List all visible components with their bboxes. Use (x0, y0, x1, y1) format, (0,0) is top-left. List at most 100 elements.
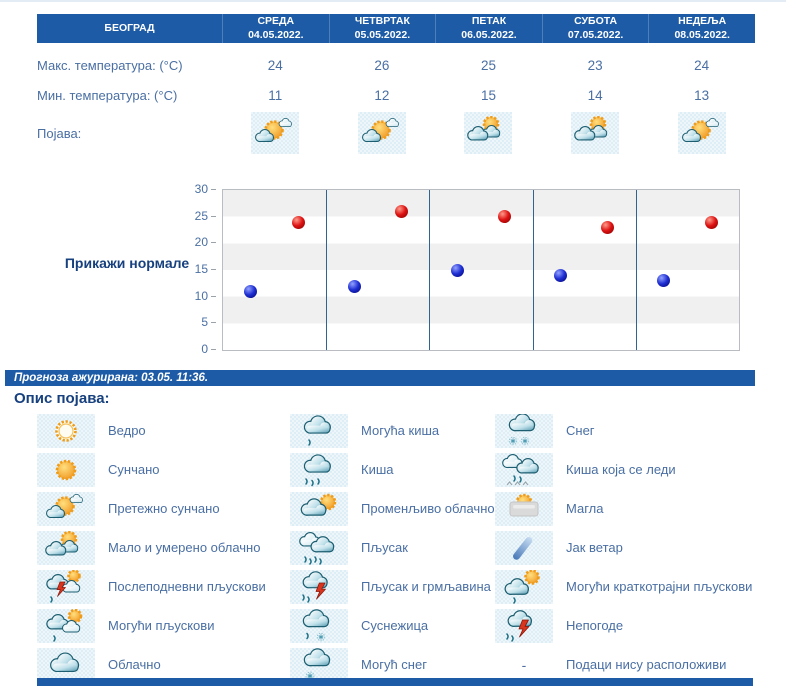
legend-label: Могући пљускови (108, 618, 215, 633)
day-header: ЧЕТВРТАК 05.05.2022. (328, 14, 436, 43)
legend-label: Променљиво облачно (361, 501, 495, 516)
legend-label: Претежно сунчано (108, 501, 220, 516)
legend-item: Снег (495, 411, 782, 450)
max-temp-value: 23 (587, 57, 603, 73)
day-date: 07.05.2022. (567, 28, 624, 41)
legend-icon-cell (290, 491, 348, 526)
legend-label: Непогоде (566, 618, 624, 633)
downpour-thunder-icon (302, 570, 328, 603)
legend-label: Пљусак и грмљавина (361, 579, 491, 594)
min-temp-value: 15 (480, 87, 496, 103)
y-axis-tick-label: 15 (194, 262, 208, 276)
legend-icon-cell (290, 452, 348, 487)
y-axis-tick-mark (211, 349, 216, 350)
max-temp-value: 24 (694, 57, 710, 73)
location-header: БЕОГРАД (37, 14, 222, 43)
day-header: НЕДЕЉА 08.05.2022. (648, 14, 755, 43)
min-temp-value: 11 (268, 87, 283, 103)
day-separator-line (635, 190, 637, 350)
variable-cloudy-icon (300, 493, 337, 516)
y-axis-tick-label: 5 (201, 315, 208, 330)
day-name: СРЕДА (257, 15, 295, 28)
mostly-sunny-icon (255, 118, 293, 142)
no-data-dash: - (521, 656, 527, 673)
legend-label: Могући краткотрајни пљускови (566, 579, 753, 594)
day-name: ПЕТАК (471, 15, 507, 28)
mostly-sunny-icon (46, 493, 83, 518)
legend-icon-cell (37, 413, 95, 448)
max-temp-point (498, 210, 512, 224)
legend-item: - Подаци нису расположиви (495, 645, 782, 684)
phenomenon-label: Појава: (37, 125, 82, 141)
legend-icon-cell (290, 608, 348, 643)
day-name: НЕДЕЉА (678, 15, 727, 28)
legend-icon-cell (495, 569, 553, 604)
min-temp-point (657, 274, 671, 288)
legend-item: Могући краткотрајни пљускови (495, 567, 782, 606)
day-separator-line (532, 190, 534, 350)
day-header: ПЕТАК 06.05.2022. (435, 14, 542, 43)
legend-label: Суснежица (361, 618, 429, 633)
phenomenon-icon-cell (251, 112, 300, 154)
day-header: СРЕДА 04.05.2022. (222, 14, 329, 43)
day-date: 08.05.2022. (674, 28, 730, 41)
max-temp-point (704, 215, 718, 229)
possible-showers-icon (46, 608, 83, 642)
cloudy-icon (50, 651, 80, 672)
day-date: 06.05.2022. (461, 28, 517, 41)
max-temperature-row: Макс. температура: (°C) 24 26 25 23 24 (37, 52, 755, 78)
legend-label: Киша која се леди (566, 462, 676, 477)
y-axis-tick-label: 20 (194, 235, 208, 250)
y-axis-tick-mark (211, 269, 216, 270)
legend-icon-cell (37, 608, 95, 643)
day-name: СУБОТА (574, 15, 618, 28)
mostly-sunny-icon (681, 118, 719, 142)
possible-brief-showers-icon (504, 569, 540, 604)
legend-item: Претежно сунчано (37, 489, 290, 528)
legend-item: Јак ветар (495, 528, 782, 567)
legend-icon-cell (290, 569, 348, 604)
day-separator-line (429, 190, 431, 350)
chart-y-axis: 0 5 10 15 20 25 30 (186, 182, 216, 356)
phenomenon-icon-cell (677, 112, 726, 154)
y-axis-tick-label: 25 (194, 208, 208, 223)
legend-icon-cell (290, 530, 348, 565)
legend-label: Јак ветар (566, 540, 623, 555)
legend-icon-cell (290, 647, 348, 682)
max-temp-value: 26 (374, 57, 390, 73)
day-separator-line (326, 190, 328, 350)
legend-item: Могућ снег (290, 645, 495, 684)
legend-item: Непогоде (495, 606, 782, 645)
legend-label: Сунчано (108, 462, 160, 477)
legend-item: Киша која се леди (495, 450, 782, 489)
phenomenon-icon-cell (464, 112, 513, 154)
show-normals-link[interactable]: Прикажи нормале (64, 255, 190, 271)
legend-item: Могући пљускови (37, 606, 290, 645)
min-temp-label: Мин. температура: (°C) (37, 87, 178, 103)
legend-grid: Ведро Могућа киша Снег Сунчано Киша Киша која… (37, 411, 782, 684)
legend-icon-cell (37, 452, 95, 487)
legend-label: Послеподневни пљускови (108, 579, 266, 594)
y-axis-tick-label: 10 (194, 288, 208, 303)
strong-wind-icon (513, 536, 533, 560)
legend-item: Суснежица (290, 606, 495, 645)
min-temp-value: 12 (374, 87, 390, 103)
snow-icon (508, 413, 536, 445)
legend-icon-cell (37, 530, 95, 565)
legend-item: Сунчано (37, 450, 290, 489)
min-temp-point (244, 284, 258, 298)
possible-rain-icon (303, 414, 331, 446)
legend-label: Магла (566, 501, 604, 516)
phenomenon-icon-cell (357, 112, 406, 154)
legend-label: Ведро (108, 423, 146, 438)
day-date: 05.05.2022. (354, 28, 411, 41)
y-axis-tick-mark (211, 215, 216, 217)
downpour-icon (299, 531, 335, 565)
forecast-table-header: БЕОГРАД СРЕДА 04.05.2022. ЧЕТВРТАК 05.05.20… (37, 14, 755, 43)
forecast-updated-status: Прогноза ажурирана: 03.05. 11:36. (5, 370, 755, 386)
y-axis-tick-mark (211, 322, 216, 324)
day-name: ЧЕТВРТАК (354, 15, 410, 28)
partly-cloudy-icon (467, 116, 501, 141)
max-temp-point (601, 220, 615, 234)
